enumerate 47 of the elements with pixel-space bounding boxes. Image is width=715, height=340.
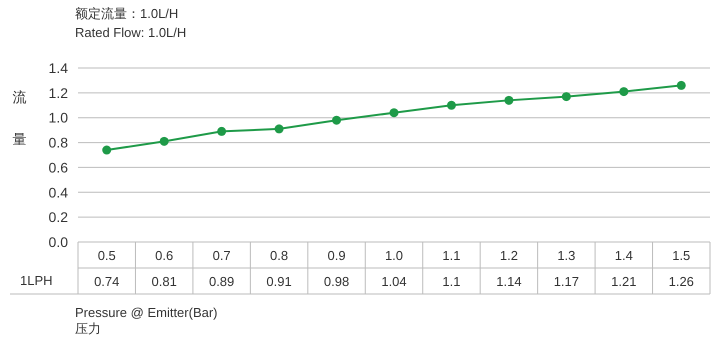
x-tick-label: 0.8 <box>270 248 288 263</box>
x-tick-label: 1.1 <box>442 248 460 263</box>
x-tick-label: 0.7 <box>212 248 231 263</box>
point <box>217 126 226 136</box>
x-tick-label: 1.3 <box>557 248 576 263</box>
chart-subtitle: Rated Flow: 1.0L/H <box>75 25 186 40</box>
y-tick-label: 0.6 <box>48 159 68 176</box>
data-label: 1.14 <box>496 274 522 289</box>
data-label: 1.17 <box>554 274 580 289</box>
data-label: 0.74 <box>94 274 120 289</box>
data-label: 1.21 <box>611 274 636 289</box>
x-tick-label: 1.5 <box>672 248 690 263</box>
point <box>446 100 456 110</box>
point <box>160 136 169 146</box>
chart-title: 额定流量：1.0L/H <box>75 6 178 21</box>
data-label: 1.26 <box>668 274 694 289</box>
data-label: 0.81 <box>152 274 177 289</box>
y-tick-label: 1.4 <box>48 60 68 76</box>
point <box>332 116 342 125</box>
y-tick-label: 1.2 <box>48 84 68 101</box>
x-tick-label: 1.4 <box>614 248 633 263</box>
y-tick-label: 0.4 <box>48 184 68 200</box>
x-tick-label: 0.6 <box>155 248 174 263</box>
y-tick-label: 1.0 <box>48 110 68 126</box>
x-tick-label: 0.9 <box>328 248 346 263</box>
point <box>676 80 686 90</box>
text: 压力 <box>75 321 101 336</box>
point <box>619 87 628 96</box>
point <box>102 146 112 155</box>
data-label: 0.91 <box>266 274 292 289</box>
y-axis-title: 流量 <box>12 78 28 166</box>
y-tick-label: 0.8 <box>48 134 68 151</box>
point <box>562 92 571 102</box>
x-tick-label: 1.2 <box>500 248 518 263</box>
data-label: 0.98 <box>324 274 350 289</box>
data-label: 1.04 <box>381 274 407 289</box>
point <box>390 108 398 118</box>
x-tick-label: 0.5 <box>98 248 116 263</box>
text: 1LPH <box>20 273 53 288</box>
point <box>504 96 514 105</box>
data-label: 0.89 <box>208 274 234 289</box>
y-tick-label: 0.2 <box>48 209 68 226</box>
y-tick-label: 0.0 <box>48 234 68 250</box>
data-label: 1.1 <box>442 274 460 289</box>
point <box>274 124 284 134</box>
x-axis-title: Pressure @ Emitter(Bar) <box>75 305 218 320</box>
x-tick-label: 1.0 <box>384 248 404 263</box>
